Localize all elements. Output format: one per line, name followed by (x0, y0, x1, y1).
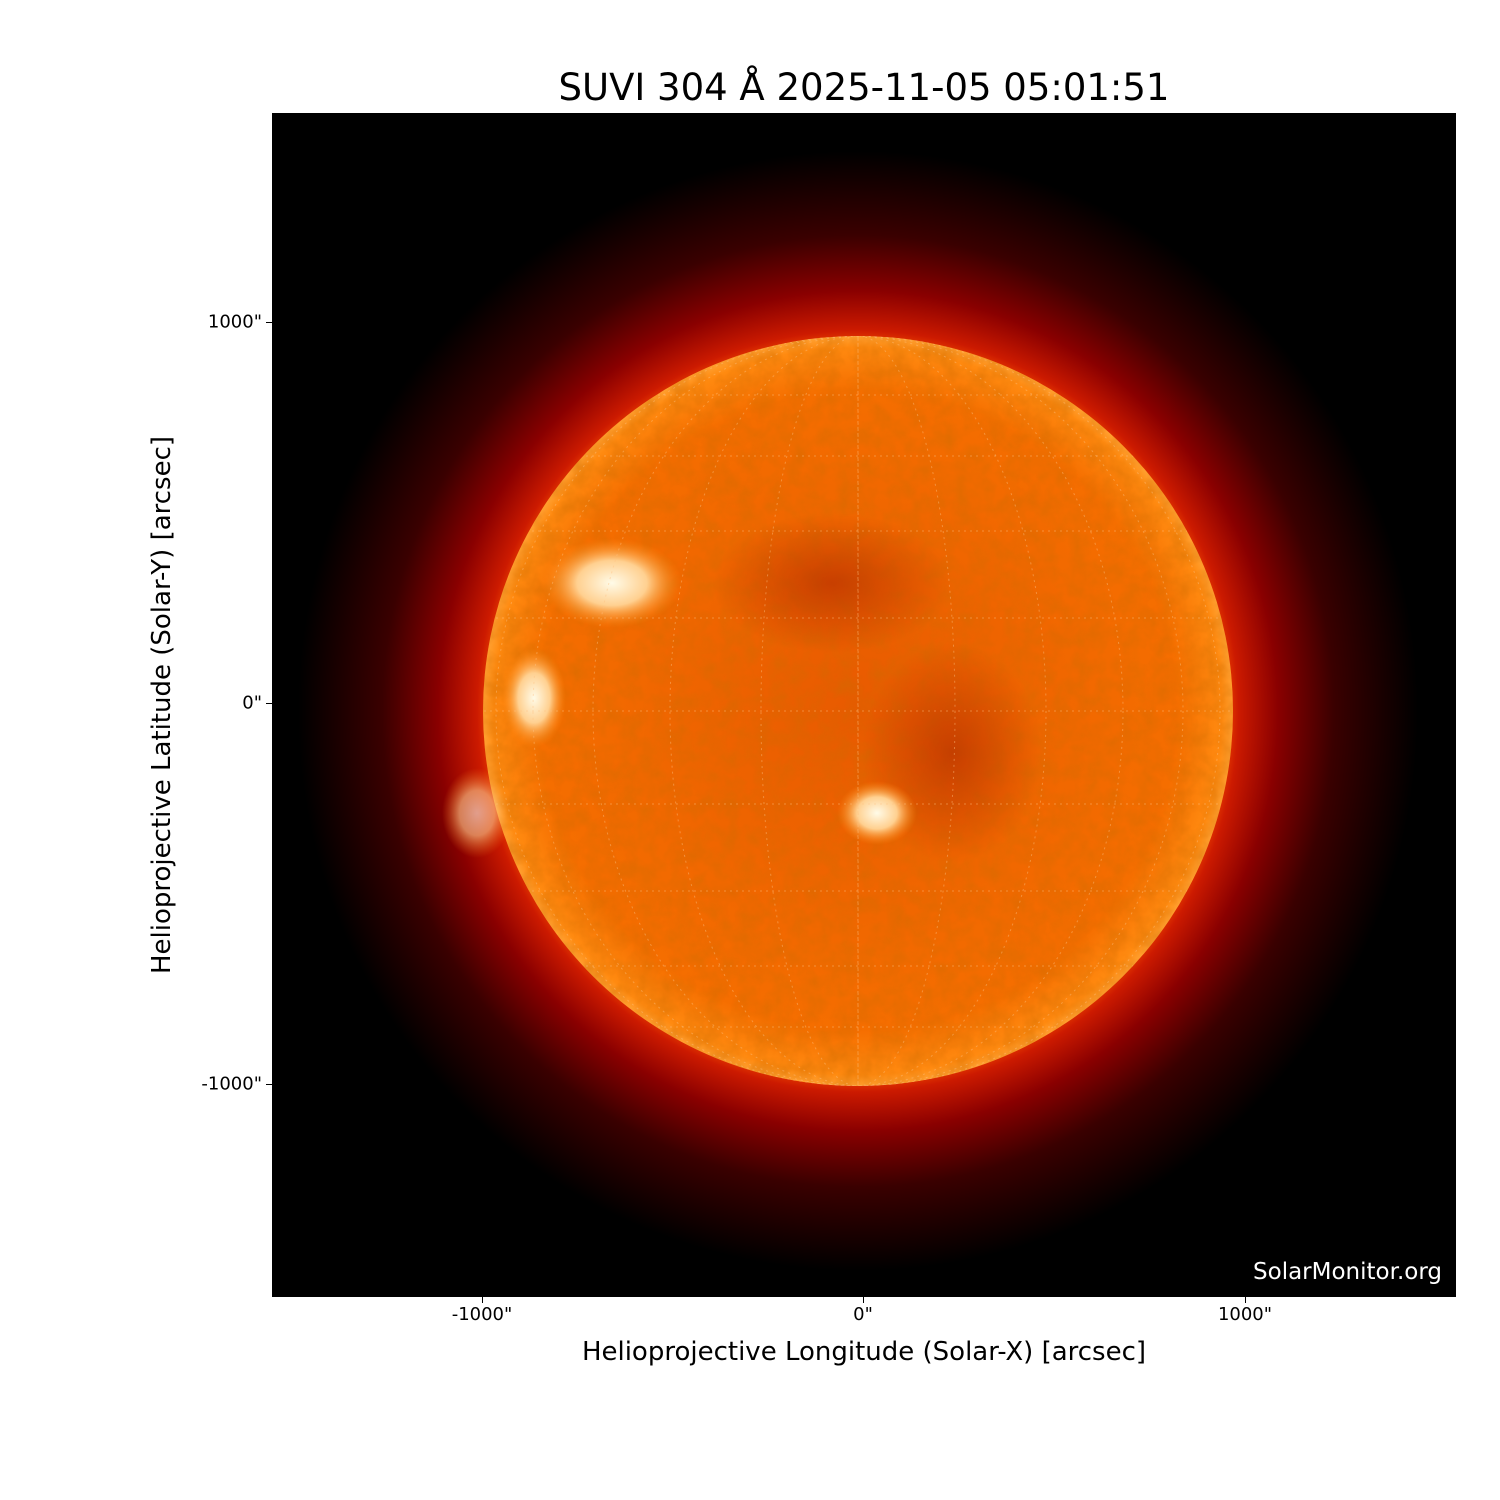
watermark: SolarMonitor.org (1253, 1259, 1442, 1285)
y-tick-label: -1000" (201, 1073, 262, 1095)
y-tick-mark (266, 703, 272, 704)
plot-title: SUVI 304 Å 2025-11-05 05:01:51 (558, 66, 1170, 109)
x-tick-label: -1000" (451, 1304, 513, 1325)
x-tick-mark (1245, 1297, 1246, 1303)
y-tick-label: 1000" (207, 311, 262, 333)
active-region-bright (837, 781, 917, 845)
limb-prominence (442, 768, 512, 858)
y-tick-mark (266, 322, 272, 323)
x-tick-label: 1000" (1217, 1304, 1273, 1325)
disk-texture (483, 336, 1233, 1086)
active-region-bright (502, 648, 566, 748)
x-tick-label: 0" (853, 1304, 873, 1325)
active-region-bright (542, 538, 682, 628)
x-tick-mark (482, 1297, 483, 1303)
y-tick-label: 0" (242, 692, 262, 714)
y-axis-label: Helioprojective Latitude (Solar-Y) [arcs… (147, 435, 177, 975)
dark-filament-region (712, 513, 952, 653)
y-tick-mark (266, 1084, 272, 1085)
x-axis-label: Helioprojective Longitude (Solar-X) [arc… (581, 1337, 1147, 1367)
solar-image-axes: SolarMonitor.org (272, 113, 1456, 1297)
x-tick-mark (863, 1297, 864, 1303)
solar-disk-image (272, 113, 1456, 1297)
